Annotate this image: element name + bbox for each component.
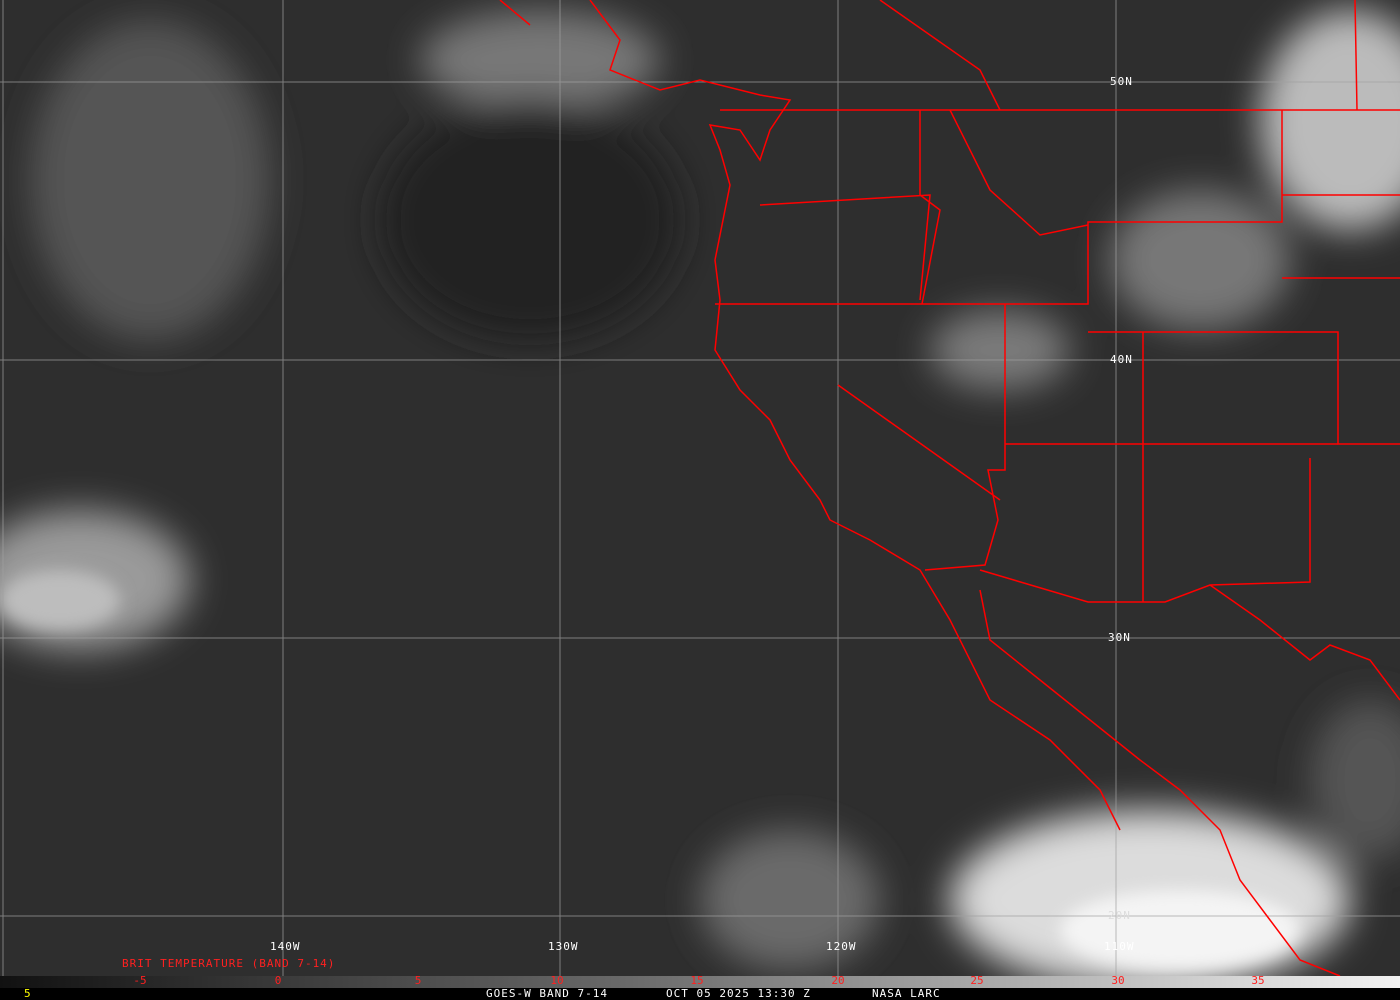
scale-tick: -5 xyxy=(133,974,147,987)
lat-label: 30N xyxy=(1108,631,1131,644)
scale-tick: 15 xyxy=(690,974,704,987)
lat-label: 20N xyxy=(1108,909,1131,922)
scale-tick: 30 xyxy=(1111,974,1125,987)
credit-label: NASA LARC xyxy=(872,987,941,1000)
scale-left-value: 5 xyxy=(24,987,32,1000)
scale-tick: 35 xyxy=(1251,974,1265,987)
color-scale-bar xyxy=(0,976,1400,988)
coastlines-and-borders xyxy=(499,0,1400,977)
scale-tick: 5 xyxy=(414,974,422,987)
scale-tick: 20 xyxy=(831,974,845,987)
lon-label: 120W xyxy=(826,940,857,953)
legend-title: BRIT TEMPERATURE (BAND 7-14) xyxy=(122,957,336,970)
scale-tick: 25 xyxy=(970,974,984,987)
footer-bar xyxy=(0,988,1400,1000)
lon-label: 130W xyxy=(548,940,579,953)
lat-label: 40N xyxy=(1110,353,1133,366)
datetime-label: OCT 05 2025 13:30 Z xyxy=(666,987,811,1000)
scale-tick: 10 xyxy=(550,974,564,987)
graticule xyxy=(0,0,1400,976)
scale-tick: 0 xyxy=(274,974,282,987)
lon-label: 140W xyxy=(270,940,301,953)
cloud-layer xyxy=(0,10,1400,990)
lon-label: 110W xyxy=(1104,940,1135,953)
satellite-label: GOES-W BAND 7-14 xyxy=(486,987,608,1000)
lat-label: 50N xyxy=(1110,75,1133,88)
